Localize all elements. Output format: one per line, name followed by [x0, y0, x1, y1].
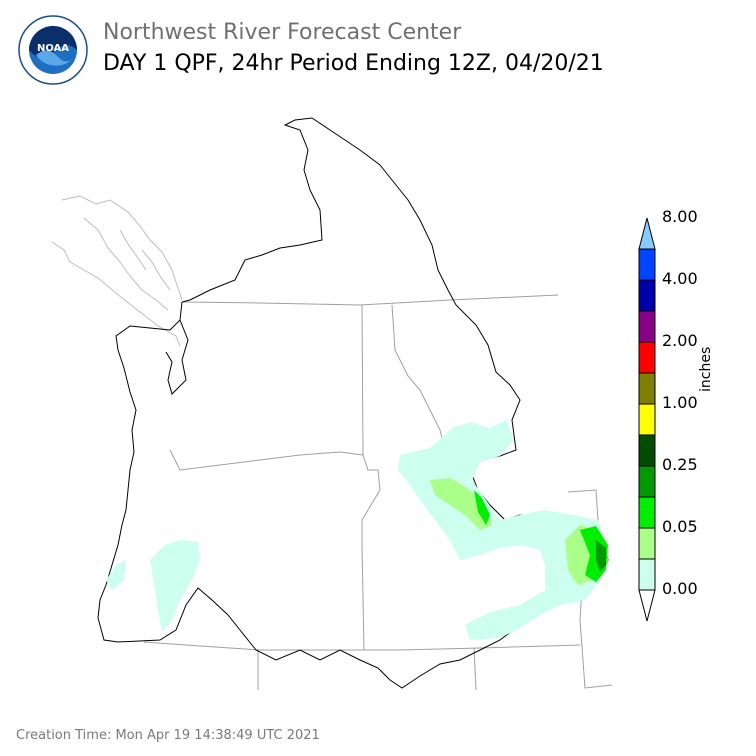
legend-label-0: 0.00: [662, 579, 698, 598]
qpf-shading: [106, 420, 608, 640]
legend-label-2: 2.00: [662, 331, 698, 350]
state-borders: [143, 304, 613, 691]
creation-time: Creation Time: Mon Apr 19 14:38:49 UTC 2…: [16, 728, 320, 743]
legend-label-8: 8.00: [662, 207, 698, 226]
noaa-logo-text: NOAA: [37, 43, 69, 54]
legend-units: inches: [698, 346, 714, 392]
qpf-area-light: [398, 420, 608, 640]
legend-label-1: 1.00: [662, 393, 698, 412]
legend-label-005: 0.05: [662, 517, 698, 536]
canada-coastline: [51, 195, 183, 347]
qpf-area-light-oregon: [150, 540, 200, 632]
noaa-logo: NOAA: [18, 15, 88, 85]
puget-sound: [165, 319, 189, 395]
qpf-area-100: [596, 540, 606, 572]
international-border: [181, 294, 559, 306]
product-title: DAY 1 QPF, 24hr Period Ending 12Z, 04/20…: [103, 51, 604, 76]
legend-label-025: 0.25: [662, 455, 698, 474]
washington-coastline: [115, 301, 183, 526]
qpf-area-light-coast: [106, 560, 126, 590]
agency-title: Northwest River Forecast Center: [103, 20, 462, 45]
legend-label-4: 4.00: [662, 269, 698, 288]
qpf-area-005: [430, 478, 492, 530]
qpf-area-025: [474, 490, 490, 525]
oregon-coastline: [97, 524, 123, 643]
